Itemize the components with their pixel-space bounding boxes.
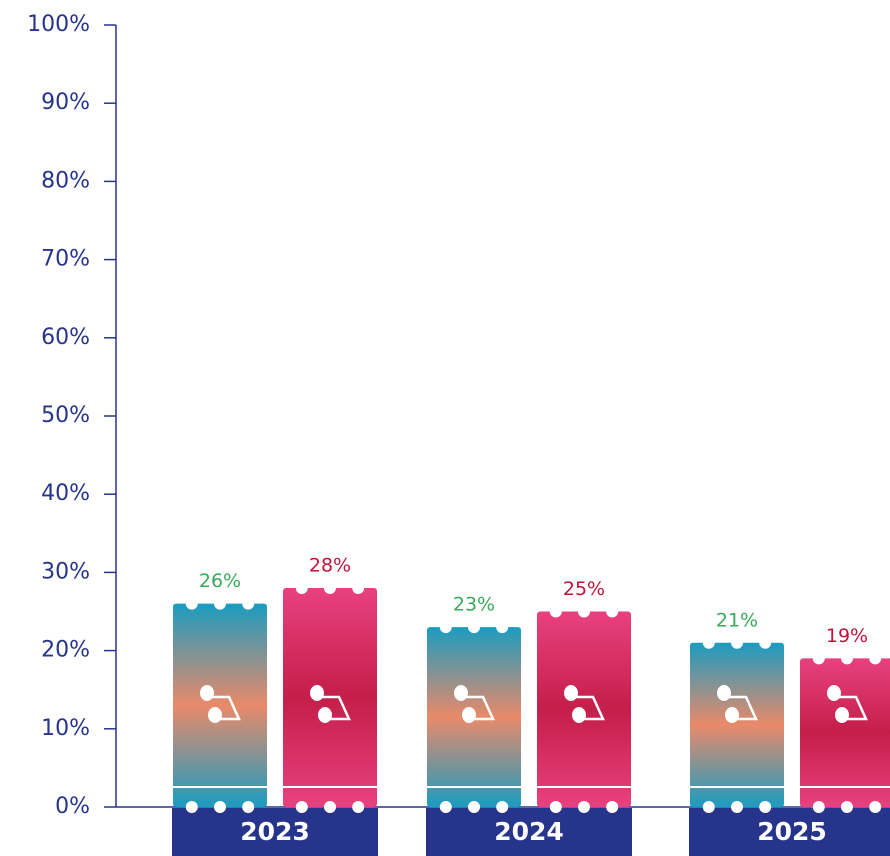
notch <box>468 621 480 633</box>
notch <box>578 606 590 618</box>
notch <box>296 801 308 813</box>
notch <box>242 598 254 610</box>
page: {"chart_data": {"type": "bar", "categori… <box>0 0 890 856</box>
notch <box>731 637 743 649</box>
notch <box>440 801 452 813</box>
y-tick-label: 70% <box>41 247 90 272</box>
notch <box>440 621 452 633</box>
notch <box>606 801 618 813</box>
bar <box>537 612 631 808</box>
value-label: 19% <box>826 625 868 647</box>
note-head <box>827 685 841 701</box>
notch <box>869 652 881 664</box>
y-tick-label: 90% <box>41 90 90 115</box>
note-head <box>208 707 222 723</box>
y-tick-label: 0% <box>55 794 90 819</box>
y-tick-label: 60% <box>41 325 90 350</box>
y-tick-label: 30% <box>41 559 90 584</box>
value-label: 26% <box>199 570 241 592</box>
y-tick-label: 40% <box>41 481 90 506</box>
y-tick-label: 50% <box>41 403 90 428</box>
notch <box>759 801 771 813</box>
notch <box>759 637 771 649</box>
notch <box>550 606 562 618</box>
notch <box>324 801 336 813</box>
y-tick-label: 100% <box>27 12 90 37</box>
bar <box>690 643 784 807</box>
x-tick-label: 2023 <box>240 817 310 846</box>
notch <box>813 801 825 813</box>
notch <box>496 801 508 813</box>
notch <box>841 801 853 813</box>
y-tick-label: 10% <box>41 716 90 741</box>
notch <box>731 801 743 813</box>
bar <box>800 658 890 807</box>
bar <box>173 604 267 807</box>
notch <box>841 652 853 664</box>
notch <box>813 652 825 664</box>
notch <box>242 801 254 813</box>
note-head <box>200 685 214 701</box>
note-head <box>725 707 739 723</box>
notch <box>703 801 715 813</box>
note-head <box>310 685 324 701</box>
note-head <box>454 685 468 701</box>
notch <box>606 606 618 618</box>
note-head <box>462 707 476 723</box>
value-label: 23% <box>453 594 495 616</box>
notch <box>352 801 364 813</box>
notch <box>324 582 336 594</box>
y-tick-label: 20% <box>41 638 90 663</box>
x-tick-label: 2025 <box>757 817 827 846</box>
note-head <box>717 685 731 701</box>
notch <box>703 637 715 649</box>
notch <box>214 801 226 813</box>
notch <box>578 801 590 813</box>
note-head <box>564 685 578 701</box>
value-label: 28% <box>309 555 351 577</box>
note-head <box>318 707 332 723</box>
notch <box>186 598 198 610</box>
value-label: 25% <box>563 578 605 600</box>
note-head <box>572 707 586 723</box>
x-tick-label: 2024 <box>494 817 564 846</box>
value-label: 21% <box>716 609 758 631</box>
notch <box>550 801 562 813</box>
notch <box>468 801 480 813</box>
notch <box>296 582 308 594</box>
notch <box>186 801 198 813</box>
note-head <box>835 707 849 723</box>
notch <box>214 598 226 610</box>
notch <box>496 621 508 633</box>
chart: 0% 10% 20% 30% 40% 50% 60% 70% 80% 90% 100% 2023 26%… <box>0 0 890 856</box>
y-tick-label: 80% <box>41 168 90 193</box>
notch <box>352 582 364 594</box>
notch <box>869 801 881 813</box>
